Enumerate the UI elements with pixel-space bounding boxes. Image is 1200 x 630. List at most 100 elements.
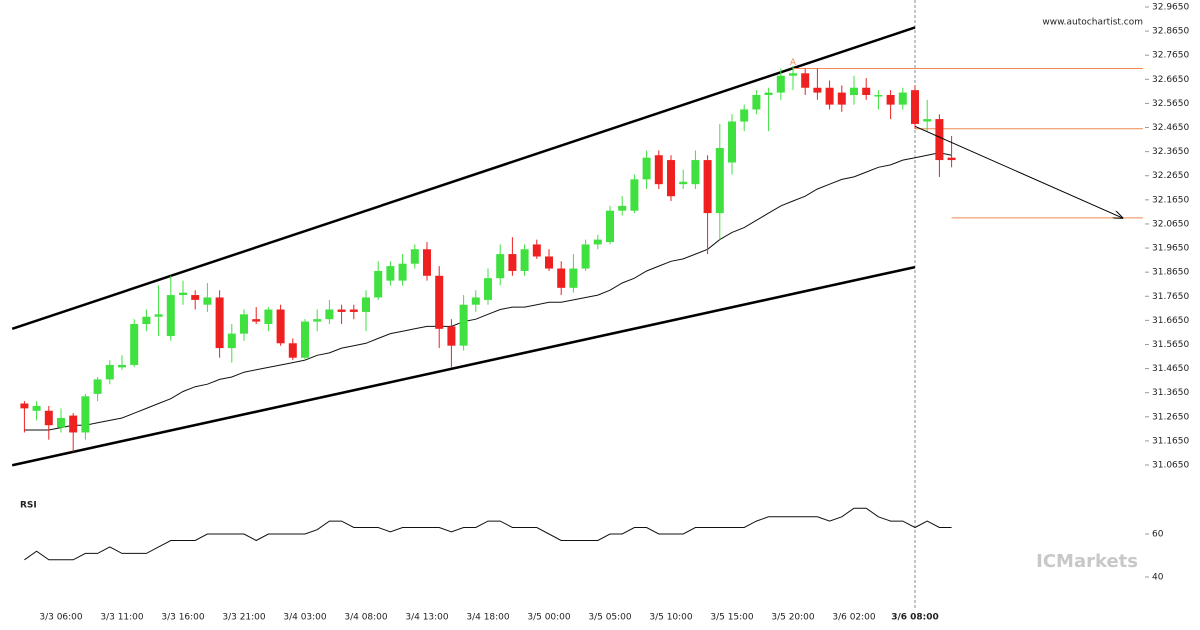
candle-body: [57, 417, 65, 428]
candle-body: [667, 160, 675, 197]
channel-line: [11, 265, 916, 467]
x-tick-label: 3/5 20:00: [771, 613, 815, 623]
candle-body: [862, 87, 871, 95]
forecast-arrow: [914, 125, 1122, 218]
y-tick-label: 32.7650: [1152, 51, 1189, 61]
x-tick-label: 3/5 10:00: [649, 613, 693, 623]
candle-body: [691, 160, 700, 185]
candle-body: [81, 396, 90, 433]
candle-body: [386, 266, 395, 281]
y-tick-label: 31.6650: [1152, 316, 1189, 326]
candle-body: [911, 90, 919, 124]
x-tick-label: 3/3 21:00: [222, 613, 266, 623]
candle-body: [764, 92, 773, 95]
y-tick-label: 31.1650: [1152, 436, 1189, 446]
candle-body: [728, 121, 736, 163]
y-tick-label: 60: [1152, 530, 1164, 540]
candle-body: [532, 244, 541, 257]
candle-body: [32, 405, 41, 411]
x-tick-label: 3/6 08:00: [891, 613, 939, 623]
candle-body: [606, 210, 614, 243]
candle-body: [227, 333, 236, 349]
candle-body: [398, 263, 407, 281]
channel-line: [11, 26, 916, 330]
x-tick-label: 3/4 03:00: [283, 613, 327, 623]
x-tick-label: 3/5 05:00: [588, 613, 632, 623]
x-tick-label: 3/3 06:00: [39, 613, 83, 623]
y-tick-label: 31.9650: [1152, 244, 1189, 254]
y-tick-label: 31.8650: [1152, 268, 1189, 278]
candle-body: [752, 94, 761, 110]
pattern-label: A: [790, 58, 797, 68]
moving-average: [24, 152, 952, 431]
candle-body: [459, 304, 468, 346]
candle-body: [410, 249, 419, 264]
candle-body: [837, 92, 846, 105]
candle-body: [630, 179, 639, 211]
candle-body: [850, 87, 858, 95]
x-tick-label: 3/3 16:00: [161, 613, 205, 623]
rsi-title: RSI: [20, 501, 37, 511]
x-tick-label: 3/4 08:00: [344, 613, 388, 623]
candle-body: [801, 73, 810, 88]
candle-body: [142, 316, 151, 324]
candle-body: [301, 321, 309, 358]
candle-body: [776, 75, 785, 93]
candle-body: [898, 92, 907, 105]
candle-body: [496, 254, 505, 279]
y-tick-label: 31.7650: [1152, 292, 1189, 302]
logo: ICMarkets: [1036, 551, 1138, 572]
candle-body: [20, 403, 29, 409]
candle-body: [264, 309, 273, 324]
candle-body: [349, 309, 358, 312]
y-tick-label: 32.4650: [1152, 123, 1189, 133]
candle-body: [191, 295, 200, 300]
candle-body: [471, 297, 480, 305]
candle-body: [642, 157, 651, 180]
candle-body: [288, 343, 297, 358]
candle-body: [69, 415, 78, 433]
candle-body: [715, 148, 724, 214]
candle-body: [203, 297, 212, 305]
candle-body: [569, 268, 578, 288]
candle-body: [276, 309, 285, 344]
x-tick-label: 3/5 15:00: [710, 613, 754, 623]
y-tick-label: 31.2650: [1152, 412, 1189, 422]
candle-body: [740, 109, 749, 122]
y-tick-label: 32.3650: [1152, 147, 1189, 157]
candle-body: [447, 326, 456, 346]
candle-body: [215, 297, 224, 349]
y-tick-label: 32.2650: [1152, 171, 1189, 181]
x-tick-label: 3/5 00:00: [527, 613, 571, 623]
candle-body: [874, 94, 883, 97]
candle-body: [252, 319, 261, 322]
candle-body: [362, 297, 370, 312]
y-tick-label: 31.4650: [1152, 364, 1189, 374]
x-tick-label: 3/4 18:00: [466, 613, 510, 623]
y-tick-label: 31.0650: [1152, 461, 1189, 471]
candle-body: [374, 270, 383, 298]
candle-body: [484, 278, 492, 300]
candle-body: [93, 379, 102, 394]
candle-body: [813, 87, 822, 93]
watermark: www.autochartist.com: [1042, 18, 1143, 28]
candle-body: [166, 295, 175, 337]
y-tick-label: 31.5650: [1152, 340, 1189, 350]
candle-body: [423, 249, 431, 276]
x-tick-label: 3/4 13:00: [405, 613, 449, 623]
y-tick-label: 40: [1152, 573, 1164, 583]
candle-body: [130, 323, 139, 365]
candle-body: [105, 364, 114, 380]
y-tick-label: 31.3650: [1152, 388, 1189, 398]
candle-body: [520, 249, 529, 271]
candle-body: [825, 87, 834, 105]
candle-body: [654, 155, 663, 185]
candle-body: [44, 410, 53, 426]
y-tick-label: 32.1650: [1152, 195, 1189, 205]
candle-body: [581, 244, 590, 269]
candle-body: [679, 181, 688, 185]
candle-body: [325, 309, 334, 320]
candle-body: [154, 314, 163, 317]
candle-body: [118, 364, 126, 368]
candle-body: [557, 268, 566, 288]
